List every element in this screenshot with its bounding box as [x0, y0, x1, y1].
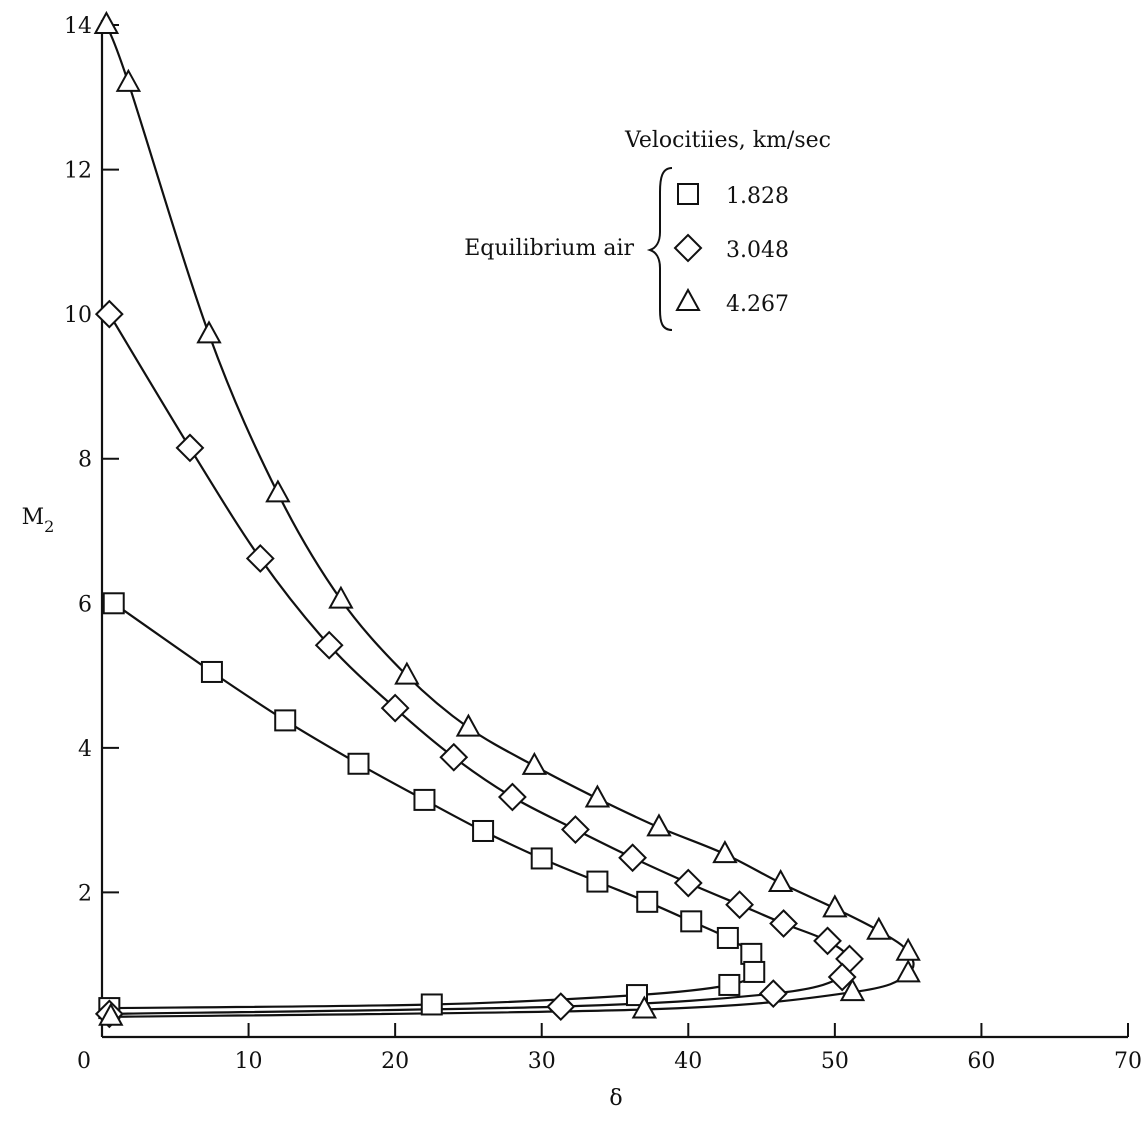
legend-marker-square — [677, 183, 699, 205]
data-point-triangle — [895, 937, 921, 961]
data-point-diamond — [769, 909, 798, 938]
legend-title: Velocitiies, km/sec — [624, 128, 831, 153]
y-tick-label: 6 — [78, 592, 92, 617]
data-point-triangle — [115, 68, 142, 92]
data-point-diamond — [497, 782, 527, 812]
legend-entries: 1.828 3.048 4.267 — [673, 183, 789, 317]
data-point-diamond — [245, 544, 275, 573]
series-line-triangle — [105, 24, 915, 1018]
data-point-diamond — [827, 962, 857, 992]
data-point-triangle — [646, 813, 672, 837]
x-tick-label: 50 — [821, 1049, 849, 1074]
data-point-diamond — [561, 815, 590, 844]
data-point-square — [420, 993, 443, 1016]
data-point-triangle — [584, 784, 611, 808]
data-point-square — [102, 592, 125, 615]
x-tick-label: 30 — [528, 1049, 556, 1074]
data-point-diamond — [546, 992, 576, 1022]
data-point-diamond — [439, 742, 469, 772]
data-point-triangle — [866, 916, 892, 940]
data-point-triangle — [712, 840, 738, 864]
x-tick-label: 70 — [1114, 1049, 1142, 1074]
data-point-square — [274, 709, 297, 732]
data-point-triangle — [455, 713, 482, 737]
legend-marker-triangle — [675, 287, 701, 311]
data-point-triangle — [394, 661, 420, 685]
data-point-diamond — [314, 630, 344, 660]
data-point-square — [636, 890, 659, 913]
y-axis-title: M2 — [22, 505, 55, 536]
data-point-diamond — [618, 843, 648, 873]
legend-group-label: Equilibrium air — [464, 236, 634, 261]
y-tick-label: 8 — [78, 448, 92, 473]
data-point-square — [347, 752, 370, 775]
series-line-square — [109, 602, 758, 1010]
data-point-square — [718, 973, 741, 996]
series-line-diamond — [108, 313, 853, 1015]
data-point-square — [680, 910, 703, 933]
data-point-triangle — [822, 894, 848, 918]
data-point-square — [716, 926, 739, 949]
x-tick-label: 20 — [381, 1049, 409, 1074]
data-point-diamond — [725, 890, 754, 920]
data-point-diamond — [94, 299, 124, 329]
y-axis-title-main: M — [22, 505, 45, 530]
axes — [100, 20, 1128, 1039]
data-point-diamond — [175, 433, 205, 463]
data-point-diamond — [380, 693, 410, 723]
data-point-triangle — [521, 751, 548, 775]
legend-marker-diamond — [673, 233, 703, 263]
legend-label-square: 1.828 — [726, 184, 789, 209]
data-point-diamond — [758, 979, 788, 1009]
data-point-triangle — [631, 995, 658, 1019]
data-point-triangle — [265, 479, 291, 503]
series-markers — [93, 10, 921, 1029]
data-point-diamond — [813, 926, 842, 956]
data-point-square — [413, 788, 436, 811]
data-point-triangle — [328, 585, 354, 609]
y-tick-label: 2 — [78, 881, 92, 906]
data-point-triangle — [196, 320, 222, 344]
data-point-square — [743, 960, 766, 983]
y-tick-label: 12 — [64, 159, 92, 184]
x-tick-label: 60 — [967, 1049, 995, 1074]
series-curves — [105, 24, 915, 1018]
data-point-diamond — [673, 868, 703, 898]
x-tick-label: 10 — [235, 1049, 263, 1074]
legend-label-diamond: 3.048 — [726, 238, 789, 263]
legend-label-triangle: 4.267 — [726, 292, 789, 317]
data-point-triangle — [93, 10, 120, 34]
x-tick-label: 40 — [674, 1049, 702, 1074]
y-tick-label: 4 — [78, 737, 92, 762]
data-point-triangle — [98, 1002, 124, 1026]
data-point-triangle — [767, 868, 794, 893]
x-axis-title: δ — [609, 1086, 622, 1111]
legend-brace — [646, 167, 673, 331]
y-tick-label: 10 — [64, 303, 92, 328]
data-point-square — [586, 870, 609, 893]
y-axis-title-subscript: 2 — [44, 517, 54, 536]
data-point-square — [740, 942, 763, 965]
x-tick-label: 0 — [77, 1049, 91, 1074]
data-point-square — [200, 660, 223, 683]
data-point-square — [530, 847, 553, 870]
legend: Velocitiies, km/sec Equilibrium air 1.82… — [464, 128, 831, 331]
y-tick-label: 14 — [64, 14, 92, 39]
data-point-triangle — [895, 959, 921, 983]
data-point-square — [472, 819, 495, 842]
ticks: 0 10 20 30 40 50 60 70 2 4 6 8 10 12 14 — [64, 14, 1142, 1074]
data-point-triangle — [839, 978, 866, 1002]
